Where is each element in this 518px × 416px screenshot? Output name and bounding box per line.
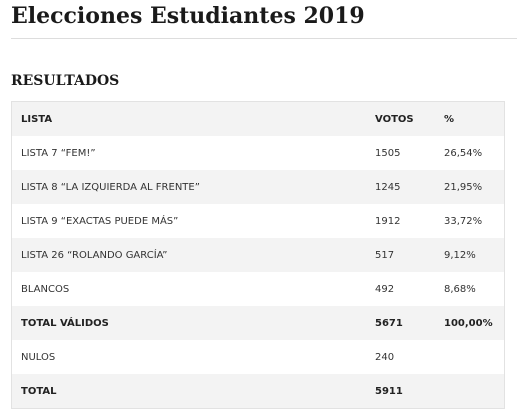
table-row: TOTAL 5911 [11, 374, 505, 409]
page-title: Elecciones Estudiantes 2019 [11, 3, 365, 29]
table-row: LISTA 26 “ROLANDO GARCÍA” 517 9,12% [11, 238, 505, 272]
cell-votos: 240 [375, 351, 395, 363]
header-row: LISTA VOTOS % [11, 101, 505, 136]
cell-pct: 8,68% [444, 283, 476, 295]
cell-votos: 492 [375, 283, 395, 295]
cell-pct: 9,12% [444, 249, 476, 261]
cell-lista: LISTA 9 “EXACTAS PUEDE MÁS” [21, 215, 179, 227]
cell-pct: 26,54% [444, 147, 483, 159]
cell-lista: LISTA 26 “ROLANDO GARCÍA” [21, 249, 168, 261]
cell-lista: BLANCOS [21, 283, 70, 295]
cell-votos: 517 [375, 249, 395, 261]
table-row: LISTA 9 “EXACTAS PUEDE MÁS” 1912 33,72% [12, 204, 505, 238]
table-row: LISTA 8 “LA IZQUIERDA AL FRENTE” 1245 21,9… [11, 170, 505, 204]
cell-lista: TOTAL [21, 385, 57, 397]
cell-pct [435, 340, 505, 374]
cell-lista: NULOS [21, 351, 56, 363]
table-row: NULOS 240 [12, 340, 505, 374]
cell-votos: 1505 [375, 147, 401, 159]
table-row: TOTAL VÁLIDOS 5671 100,00% [11, 306, 505, 340]
cell-pct: 100,00% [444, 317, 493, 329]
cell-lista: LISTA 7 “FEM!” [21, 147, 96, 159]
cell-lista: TOTAL VÁLIDOS [21, 317, 109, 329]
column-header: LISTA [21, 113, 53, 125]
table-row: LISTA 7 “FEM!” 1505 26,54% [12, 136, 505, 170]
section-title: RESULTADOS [11, 73, 120, 89]
cell-votos: 5671 [375, 317, 403, 329]
table-row: BLANCOS 492 8,68% [12, 272, 505, 306]
divider [11, 38, 517, 39]
cell-votos: 1245 [375, 181, 401, 193]
column-header: VOTOS [375, 113, 414, 125]
cell-pct: 21,95% [444, 181, 483, 193]
cell-pct [435, 374, 505, 409]
cell-votos: 5911 [375, 385, 403, 397]
cell-votos: 1912 [375, 215, 401, 227]
cell-lista: LISTA 8 “LA IZQUIERDA AL FRENTE” [21, 181, 200, 193]
cell-pct: 33,72% [444, 215, 483, 227]
column-header: % [444, 113, 455, 125]
results-table: LISTA VOTOS % LISTA 7 “FEM!” 1505 26,54% LI… [11, 101, 505, 409]
